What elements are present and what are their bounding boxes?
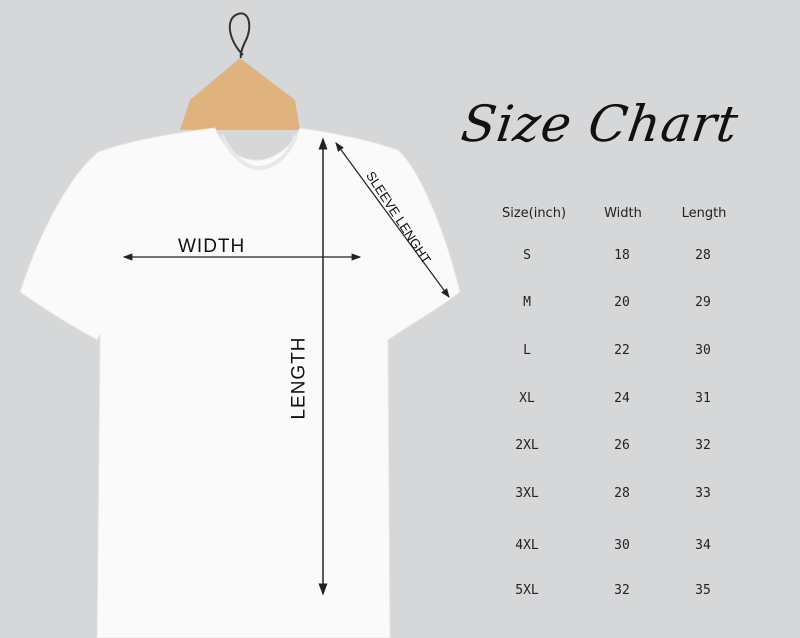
size-cell: L	[523, 343, 531, 358]
length-cell: 28	[695, 248, 711, 263]
width-cell: 22	[614, 343, 630, 358]
length-cell: 30	[695, 343, 711, 358]
size-cell: M	[523, 295, 531, 310]
width-cell: 26	[614, 438, 630, 453]
width-cell: 18	[614, 248, 630, 263]
length-cell: 31	[695, 391, 711, 406]
size-cell: 2XL	[515, 438, 539, 453]
size-cell: S	[523, 248, 531, 263]
length-cell: 29	[695, 295, 711, 310]
width-cell: 30	[614, 538, 630, 553]
width-cell: 28	[614, 486, 630, 501]
length-cell: 32	[695, 438, 711, 453]
width-cell: 32	[614, 583, 630, 598]
sleeve-arrow	[335, 142, 450, 298]
size-cell: XL	[519, 391, 535, 406]
size-cell: 4XL	[515, 538, 539, 553]
size-cell: 5XL	[515, 583, 539, 598]
page-title: Size Chart	[457, 95, 743, 153]
length-label: LENGTH	[288, 336, 310, 420]
length-cell: 35	[695, 583, 711, 598]
hanger-hook	[228, 12, 251, 59]
size-cell: 3XL	[515, 486, 539, 501]
hanger	[180, 58, 300, 130]
header-length: Length	[681, 206, 727, 221]
length-cell: 33	[695, 486, 711, 501]
width-label: WIDTH	[178, 236, 246, 257]
width-cell: 24	[614, 391, 630, 406]
width-cell: 20	[614, 295, 630, 310]
header-width: Width	[604, 206, 642, 221]
length-cell: 34	[695, 538, 711, 553]
header-size: Size(inch)	[501, 206, 567, 221]
